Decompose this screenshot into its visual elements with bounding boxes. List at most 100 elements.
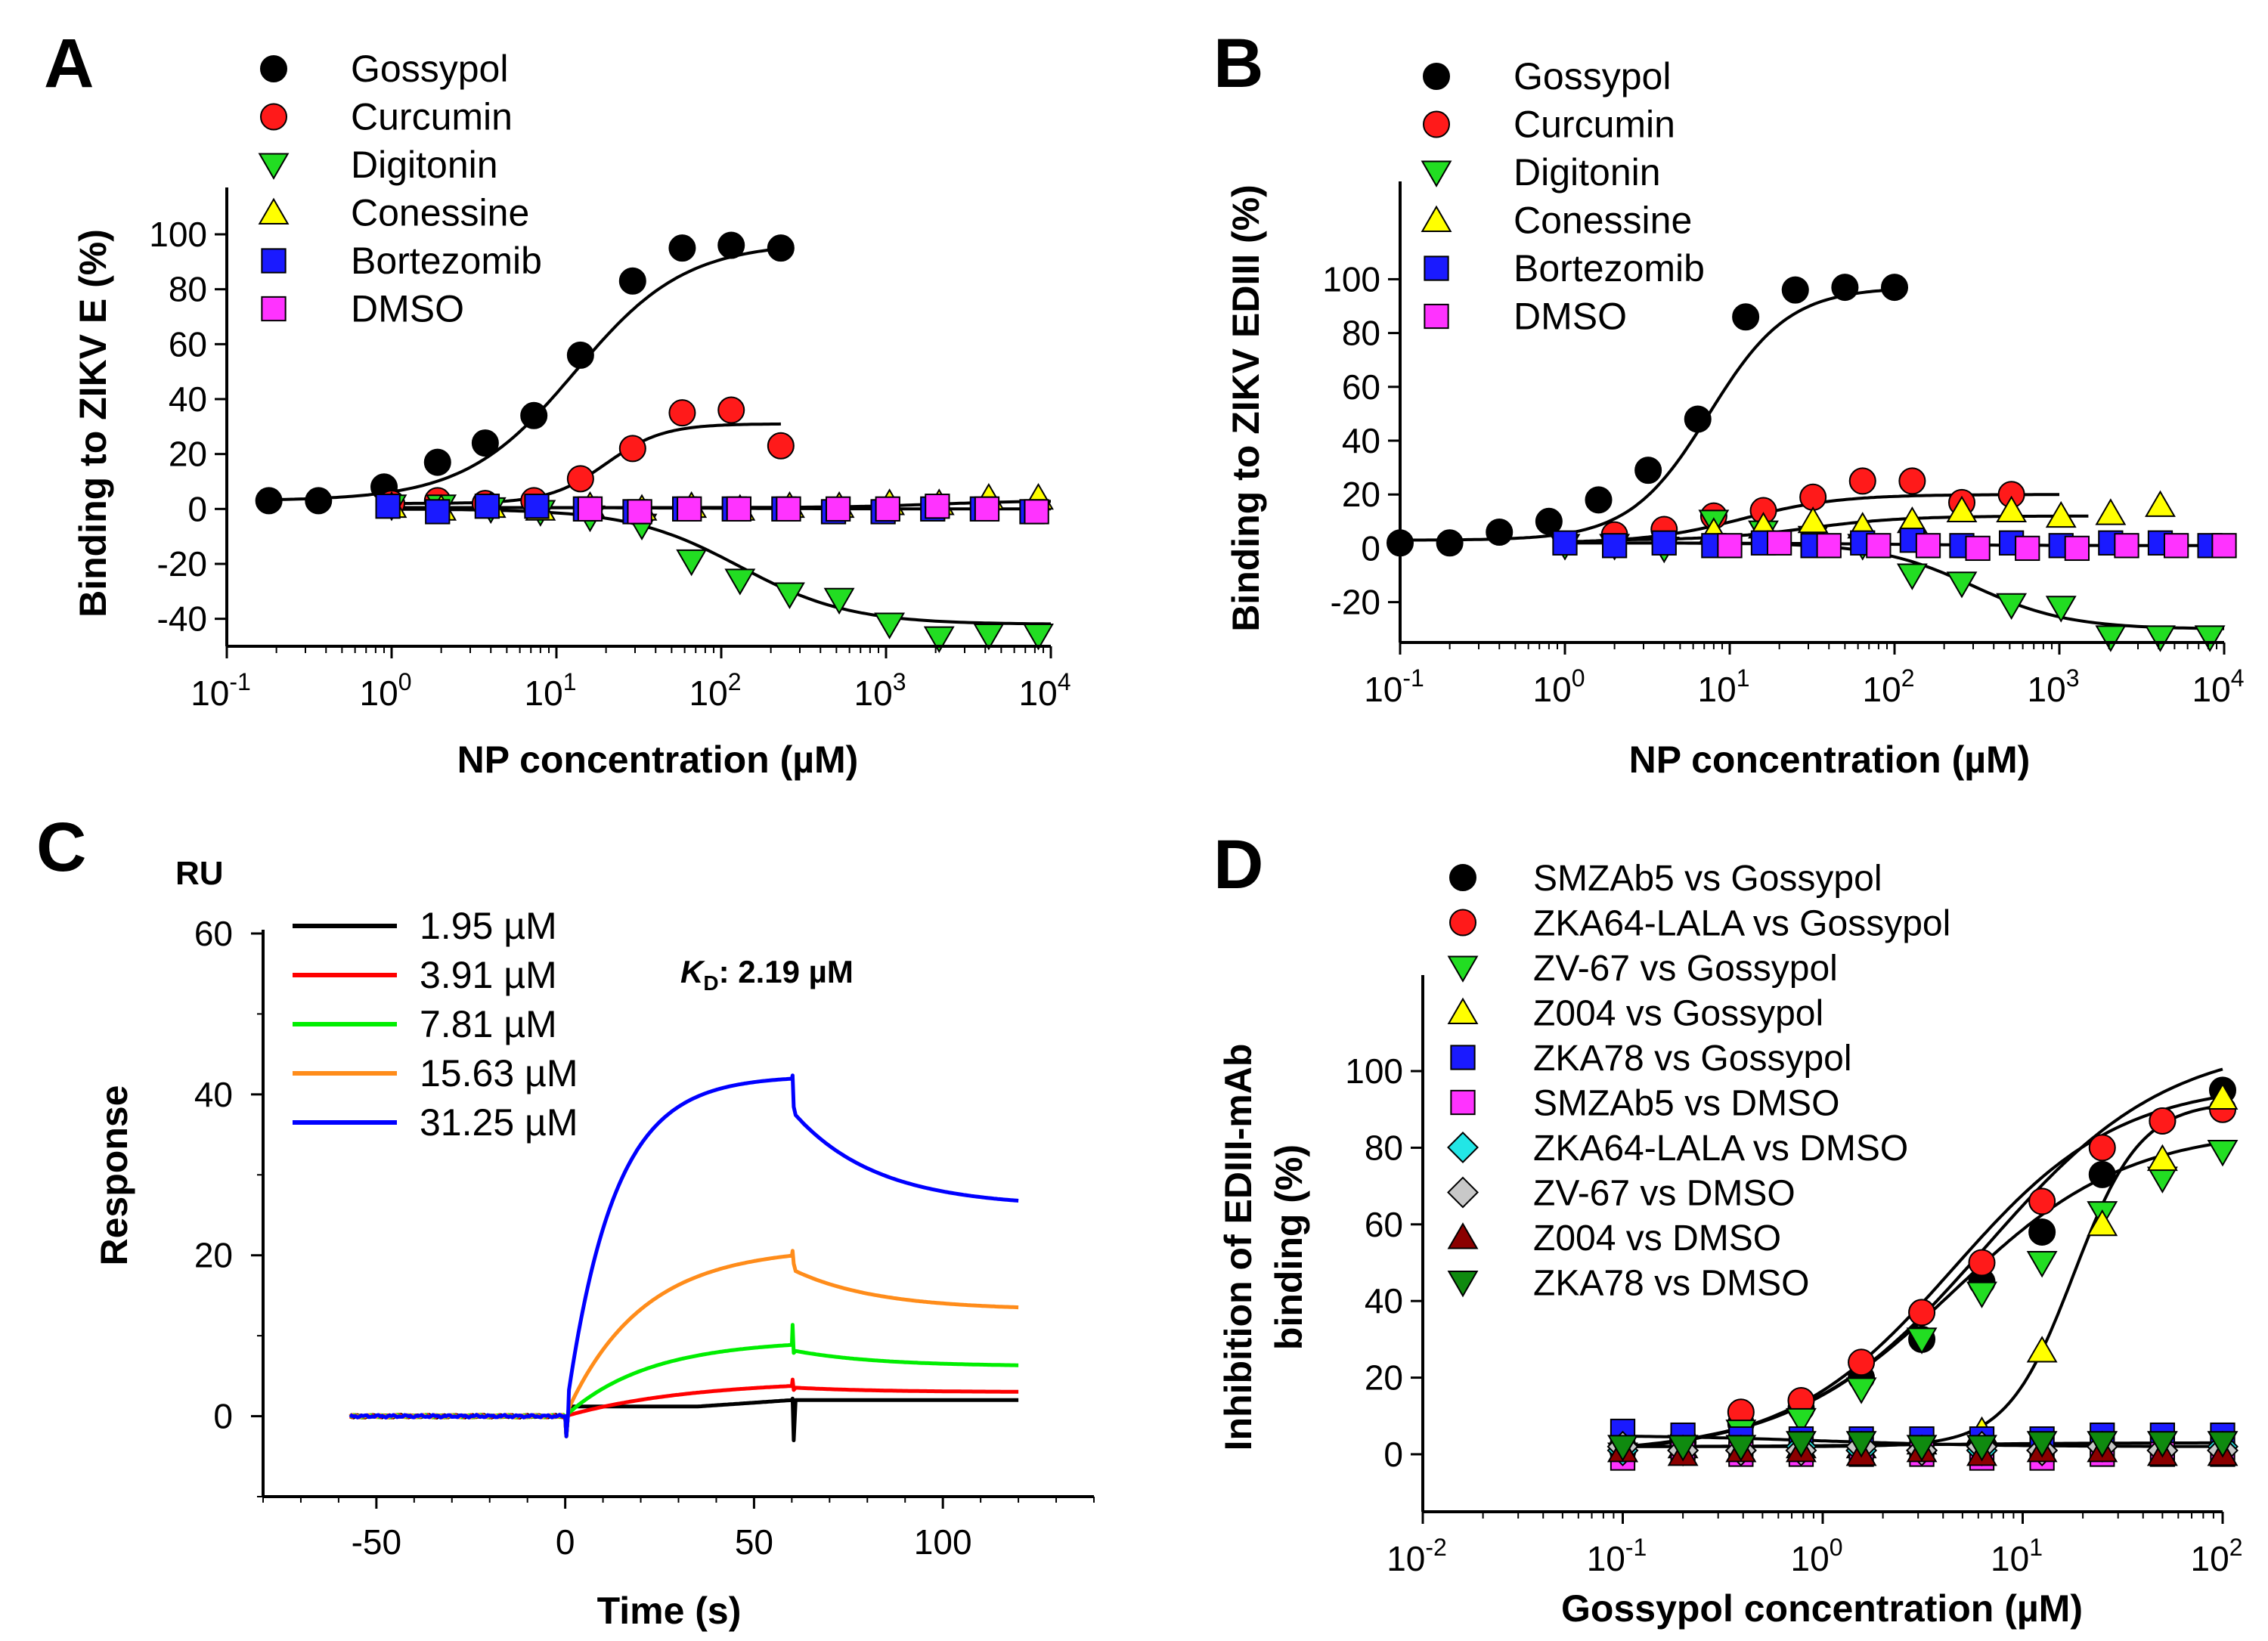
panel-a-point-gossypol xyxy=(255,487,283,515)
panel-b-point-dmso xyxy=(2064,535,2090,562)
panel-b-point-bortezomib xyxy=(1651,530,1677,556)
panel-c-y-axis-title: Response xyxy=(93,1085,135,1266)
panel-d-point-zka64-lala-vs-gossypol xyxy=(2149,1107,2177,1135)
panel-a-point-curcumin xyxy=(618,435,646,463)
panel-d-point-zka78-vs-dmso xyxy=(1607,1435,1638,1462)
panel-a-legend-label-gossypol: Gossypol xyxy=(351,48,508,90)
panel-b-point-dmso xyxy=(2163,533,2189,559)
panel-b-point-digitonin xyxy=(2145,625,2176,652)
panel-d-point-zka78-vs-dmso xyxy=(2207,1431,2239,1458)
panel-c-legend-label-7-81-m: 7.81 µM xyxy=(420,1003,557,1045)
panel-b-point-bortezomib xyxy=(1552,530,1578,556)
panel-b-legend-label-bortezomib: Bortezomib xyxy=(1514,247,1705,289)
panel-b-x-tick-exponent: 0 xyxy=(1572,664,1585,692)
panel-d-point-zv-67-vs-gossypol xyxy=(2026,1251,2058,1278)
panel-d-legend-marker-smzab5-vs-dmso xyxy=(1450,1089,1476,1116)
panel-b-y-tick-label: 100 xyxy=(1322,259,1380,299)
panel-a-point-dmso xyxy=(577,496,603,522)
panel-b-x-tick-base: 10 xyxy=(1533,670,1572,709)
panel-a-point-curcumin xyxy=(717,396,745,424)
panel-a-y-tick-label: 20 xyxy=(169,435,207,474)
panel-d-point-zka64-lala-vs-gossypol xyxy=(2088,1134,2116,1162)
panel-c-x-tick-label: -50 xyxy=(352,1522,401,1562)
panel-a-point-bortezomib xyxy=(375,494,401,519)
panel-b-legend-label-conessine: Conessine xyxy=(1514,200,1692,242)
panel-b-point-conessine xyxy=(2095,498,2127,525)
panel-d-x-tick-exponent: 1 xyxy=(2029,1534,2043,1561)
panel-b-x-tick-label: 102 xyxy=(1863,664,1915,709)
panel-d-legend-label-z004-vs-dmso: Z004 vs DMSO xyxy=(1533,1218,1781,1259)
panel-a-x-tick-label: 10-1 xyxy=(191,668,251,713)
panel-d-point-zka78-vs-dmso xyxy=(1667,1435,1699,1462)
panel-c-x-tick-label: 0 xyxy=(556,1522,575,1562)
panel-d-x-tick-base: 10 xyxy=(2191,1539,2229,1578)
panel-c-curve-1-95-m xyxy=(349,1396,1019,1442)
panel-a-x-tick-label: 100 xyxy=(360,668,412,713)
panel-a-x-tick-label: 102 xyxy=(689,668,742,713)
panel-b-legend-marker-curcumin xyxy=(1423,110,1450,138)
panel-a-y-tick-label: 80 xyxy=(169,270,207,309)
panel-a-letter: A xyxy=(44,25,94,102)
panel-a-x-tick-exponent: 1 xyxy=(563,668,577,695)
kd-value: : 2.19 µM xyxy=(719,954,854,989)
panel-a-point-digitonin xyxy=(676,549,708,577)
panel-d-legend-marker-zka78-vs-gossypol xyxy=(1450,1045,1476,1070)
panel-a-x-tick-base: 10 xyxy=(1019,673,1058,713)
panel-d-y-tick-label: 0 xyxy=(1383,1435,1403,1474)
panel-b-point-digitonin xyxy=(2045,596,2077,623)
panel-a-x-tick-exponent: 3 xyxy=(893,668,906,695)
panel-b-x-tick-label: 101 xyxy=(1698,664,1750,709)
panel-a-legend-label-curcumin: Curcumin xyxy=(351,96,513,138)
panel-b-point-gossypol xyxy=(1684,405,1712,433)
panel-b-x-tick-exponent: 3 xyxy=(2066,664,2080,692)
panel-d-legend-label-smzab5-vs-dmso: SMZAb5 vs DMSO xyxy=(1533,1084,1839,1124)
panel-b-point-dmso xyxy=(1766,530,1792,556)
panel-d-y-tick-label: 100 xyxy=(1345,1051,1403,1091)
panel-c-y-tick-label: 60 xyxy=(194,914,233,953)
panel-d-x-tick-exponent: 2 xyxy=(2229,1534,2243,1561)
panel-d-legend-label-smzab5-vs-gossypol: SMZAb5 vs Gossypol xyxy=(1533,859,1882,899)
panel-d-point-zka78-vs-dmso xyxy=(1906,1435,1938,1462)
panel-a-point-digitonin xyxy=(923,626,955,653)
panel-b-point-digitonin xyxy=(2095,625,2127,652)
panel-a-point-digitonin xyxy=(823,587,855,615)
panel-d-legend-label-zka64-lala-vs-gossypol: ZKA64-LALA vs Gossypol xyxy=(1533,904,1950,944)
panel-d-x-tick-label: 101 xyxy=(1991,1534,2043,1578)
panel-a-point-gossypol xyxy=(717,231,745,259)
panel-b-legend-marker-gossypol xyxy=(1423,63,1450,90)
panel-d-point-zka78-vs-dmso xyxy=(2026,1431,2058,1458)
panel-b-point-curcumin xyxy=(1799,483,1827,511)
panel-b-point-dmso xyxy=(2211,533,2237,559)
panel-a-legend-marker-gossypol xyxy=(260,55,287,82)
panel-d-legend-marker-zka64-lala-vs-gossypol xyxy=(1449,909,1476,937)
panel-a-point-dmso xyxy=(627,499,652,525)
panel-a-point-gossypol xyxy=(767,234,795,262)
panel-a-point-gossypol xyxy=(668,234,696,262)
panel-b-legend-label-curcumin: Curcumin xyxy=(1514,104,1675,146)
panel-d-x-tick-exponent: -2 xyxy=(1425,1534,1446,1561)
panel-b-point-gossypol xyxy=(1585,486,1613,514)
panel-d-point-zka78-vs-dmso xyxy=(1966,1435,1997,1462)
panel-b-point-digitonin xyxy=(1946,571,1978,599)
panel-d-point-z004-vs-gossypol xyxy=(2087,1209,2118,1237)
panel-d-point-zv-67-vs-gossypol xyxy=(1786,1407,1817,1435)
panel-a-fit-digitonin xyxy=(392,507,1051,626)
panel-b-y-tick-label: -20 xyxy=(1331,583,1380,622)
panel-a-legend-label-conessine: Conessine xyxy=(351,192,529,234)
panel-a-point-gossypol xyxy=(618,267,646,295)
panel-b-point-gossypol xyxy=(1535,507,1563,535)
panel-b-point-dmso xyxy=(1965,535,1991,562)
panel-b-letter: B xyxy=(1213,25,1263,102)
panel-a-point-gossypol xyxy=(423,448,451,476)
panel-d-legend-label-zka64-lala-vs-dmso: ZKA64-LALA vs DMSO xyxy=(1533,1129,1908,1169)
panel-d-legend-marker-z004-vs-dmso xyxy=(1447,1222,1479,1249)
panel-d-point-smzab5-vs-gossypol xyxy=(2028,1218,2056,1246)
panel-b-point-conessine xyxy=(1996,495,2028,523)
panel-b-point-bortezomib xyxy=(1601,533,1628,559)
panel-b-point-digitonin xyxy=(1996,593,2028,621)
panel-b-point-gossypol xyxy=(1881,274,1908,302)
panel-d-legend-marker-zv-67-vs-gossypol xyxy=(1447,955,1479,983)
panel-b-legend-label-dmso: DMSO xyxy=(1514,296,1627,338)
panel-d-y-tick-label: 20 xyxy=(1365,1358,1403,1398)
panel-a-x-tick-base: 10 xyxy=(360,673,398,713)
